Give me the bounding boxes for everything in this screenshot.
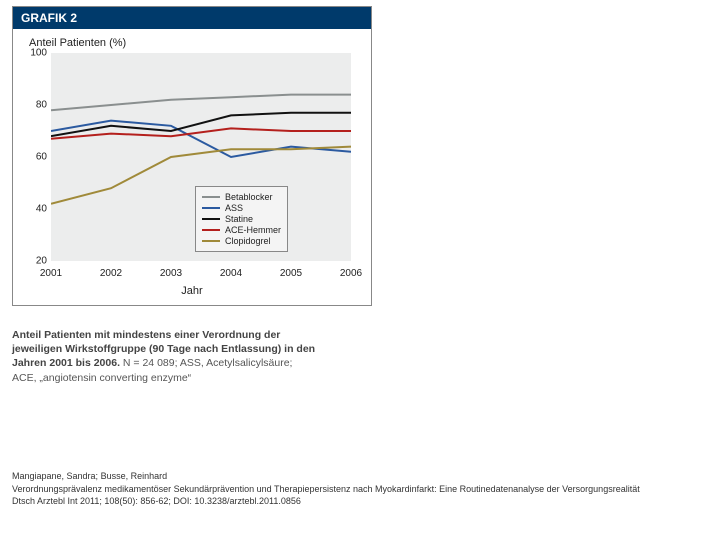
x-tick: 2006 (340, 268, 362, 279)
y-tick: 40 (23, 204, 47, 215)
series-line (51, 95, 351, 111)
series-line (51, 128, 351, 138)
legend-label: Betablocker (225, 192, 273, 202)
citation-ref: Dtsch Arztebl Int 2011; 108(50): 856-62;… (12, 495, 712, 508)
legend-label: Statine (225, 214, 253, 224)
legend-swatch (202, 196, 220, 198)
legend-label: Clopidogrel (225, 236, 271, 246)
x-tick: 2004 (220, 268, 242, 279)
plot: BetablockerASSStatineACE-HemmerClopidogr… (51, 53, 351, 283)
x-tick: 2003 (160, 268, 182, 279)
y-tick: 100 (23, 48, 47, 59)
x-tick: 2005 (280, 268, 302, 279)
x-tick: 2001 (40, 268, 62, 279)
x-axis-title: Jahr (23, 285, 361, 297)
citation-block: Mangiapane, Sandra; Busse, Reinhard Vero… (12, 470, 712, 508)
figure-caption: Anteil Patienten mit mindestens einer Ve… (12, 328, 372, 385)
legend-item: Statine (202, 214, 281, 224)
y-tick: 20 (23, 256, 47, 267)
y-axis-title: Anteil Patienten (%) (29, 37, 361, 49)
legend: BetablockerASSStatineACE-HemmerClopidogr… (195, 186, 288, 252)
caption-bold-3: Jahren 2001 bis 2006. (12, 357, 120, 369)
y-tick: 60 (23, 152, 47, 163)
caption-bold-2: jeweiligen Wirkstoffgruppe (90 Tage nach… (12, 343, 315, 355)
legend-swatch (202, 240, 220, 242)
figure-header: GRAFIK 2 (13, 7, 371, 29)
legend-swatch (202, 229, 220, 231)
legend-label: ASS (225, 203, 243, 213)
caption-text-4: ACE, „angiotensin converting enzyme“ (12, 372, 191, 384)
legend-label: ACE-Hemmer (225, 225, 281, 235)
legend-item: Betablocker (202, 192, 281, 202)
series-line (51, 121, 351, 157)
citation-title: Verordnungsprävalenz medikamentöser Seku… (12, 483, 712, 496)
chart-area: Anteil Patienten (%) BetablockerASSStati… (13, 29, 371, 305)
x-tick: 2002 (100, 268, 122, 279)
figure-container: GRAFIK 2 Anteil Patienten (%) Betablocke… (12, 6, 372, 306)
caption-bold-1: Anteil Patienten mit mindestens einer Ve… (12, 329, 280, 341)
legend-item: ASS (202, 203, 281, 213)
legend-swatch (202, 218, 220, 220)
legend-item: ACE-Hemmer (202, 225, 281, 235)
legend-item: Clopidogrel (202, 236, 281, 246)
citation-authors: Mangiapane, Sandra; Busse, Reinhard (12, 470, 712, 483)
legend-swatch (202, 207, 220, 209)
caption-text-3b: N = 24 089; ASS, Acetylsalicylsäure; (120, 357, 292, 369)
y-tick: 80 (23, 100, 47, 111)
